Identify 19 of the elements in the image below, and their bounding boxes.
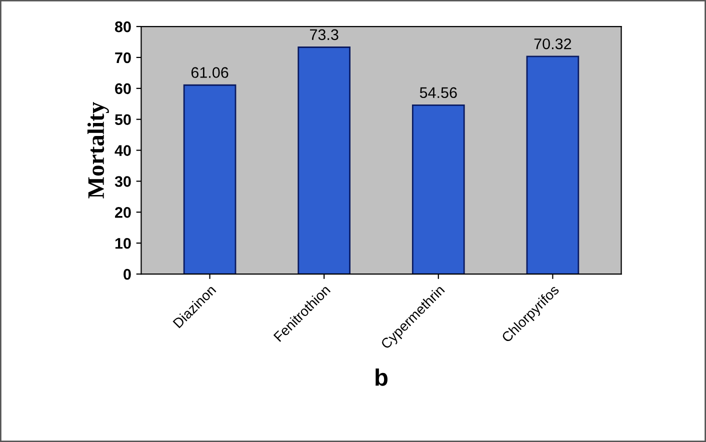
data-label: 73.3 xyxy=(310,29,338,40)
y-tick-label: 30 xyxy=(114,176,131,187)
bar xyxy=(298,46,350,274)
y-tick-label: 60 xyxy=(115,83,131,94)
y-axis-title: Mortality xyxy=(87,102,109,198)
y-tick-label: 0 xyxy=(124,268,131,280)
y-tick-label: 40 xyxy=(114,145,131,156)
data-label: 61.06 xyxy=(191,67,228,78)
bar xyxy=(183,84,236,274)
data-label: 70.32 xyxy=(534,38,572,50)
data-label: 54.56 xyxy=(420,87,457,98)
y-tick-label: 20 xyxy=(115,207,131,218)
y-tick-label: 10 xyxy=(115,238,131,249)
y-tick-label: 80 xyxy=(114,21,131,32)
y-tick-label: 50 xyxy=(114,114,131,126)
bar xyxy=(526,56,580,274)
bar xyxy=(412,104,465,274)
x-axis-title: b xyxy=(376,368,388,386)
y-tick-label: 70 xyxy=(115,52,131,64)
